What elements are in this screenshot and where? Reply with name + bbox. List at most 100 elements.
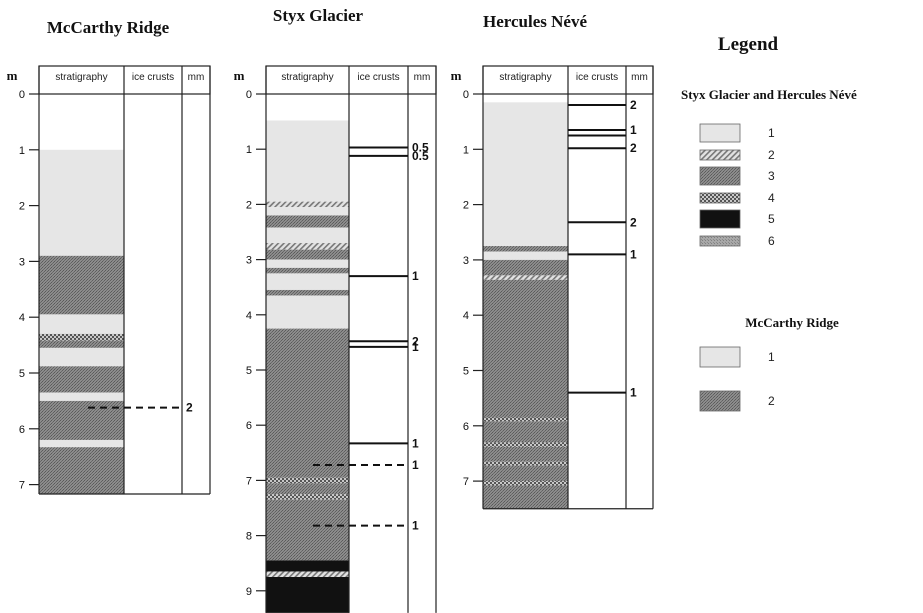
ice-crust-value: 0.5 xyxy=(412,141,429,155)
depth-tick-label: 1 xyxy=(19,145,25,157)
legend-item-label: 3 xyxy=(768,169,775,183)
layer-hatch xyxy=(483,275,568,280)
ice-crust-value: 2 xyxy=(186,401,193,415)
header-mm: mm xyxy=(631,72,648,83)
legend: Legend Styx Glacier and Hercules Névé Mc… xyxy=(681,34,857,412)
ice-crust-value: 1 xyxy=(412,436,419,450)
layer-light xyxy=(39,314,124,334)
legend-item-label: 1 xyxy=(768,126,775,140)
ice-crust-value: 1 xyxy=(630,123,637,137)
depth-tick-label: 6 xyxy=(246,420,252,432)
layer-dark xyxy=(266,483,349,495)
depth-tick-label: 7 xyxy=(19,480,25,492)
layer-light xyxy=(266,227,349,244)
ice-crust-value: 1 xyxy=(630,247,637,261)
depth-tick-label: 4 xyxy=(19,312,25,324)
layer-dark xyxy=(483,485,568,509)
layer-light xyxy=(266,259,349,268)
ice-crust-value: 1 xyxy=(630,386,637,400)
depth-tick-label: 4 xyxy=(463,310,469,322)
legend-swatch-dark xyxy=(699,166,741,186)
depth-tick-label: 0 xyxy=(19,89,25,101)
layer-dark xyxy=(483,259,568,276)
layer-dark xyxy=(266,267,349,274)
header-stratigraphy: stratigraphy xyxy=(281,72,333,83)
depth-tick-label: 7 xyxy=(463,476,469,488)
depth-tick-label: 3 xyxy=(246,255,252,267)
depth-tick-label: 5 xyxy=(463,366,469,378)
depth-tick-label: 0 xyxy=(246,89,252,101)
layer-dark xyxy=(483,446,568,462)
layer-light xyxy=(266,273,349,290)
ice-crust-value: 1 xyxy=(412,458,419,472)
depth-tick-label: 5 xyxy=(19,368,25,380)
header-mm: mm xyxy=(414,72,431,83)
legend-items: 1 2 3 4 5 6 1 2 xyxy=(699,123,775,412)
layer-light xyxy=(266,207,349,216)
depth-tick-label: 6 xyxy=(463,421,469,433)
layer-check xyxy=(39,333,124,341)
layer-light xyxy=(39,149,124,256)
legend-swatch-black xyxy=(699,209,741,229)
layer-dark xyxy=(39,447,124,494)
layer-black xyxy=(266,577,349,613)
legend-swatch-check xyxy=(699,192,741,204)
layer-dark xyxy=(39,340,124,348)
depth-tick-label: 9 xyxy=(246,586,252,598)
layer-check xyxy=(483,461,568,466)
legend-item-label: 1 xyxy=(768,350,775,364)
depth-tick-label: 0 xyxy=(463,89,469,101)
layer-dark xyxy=(483,246,568,252)
legend-swatch-medium xyxy=(699,235,741,247)
profile-title-mccarthy-ridge: McCarthy Ridge xyxy=(47,18,170,37)
legend-swatch-dark xyxy=(699,390,741,412)
depth-tick-label: 8 xyxy=(246,531,252,543)
header-ice-crusts: ice crusts xyxy=(357,72,399,83)
layer-hatch xyxy=(266,201,349,208)
legend-item-label: 2 xyxy=(768,148,775,162)
profiles-group: stratigraphy ice crusts mmm012345672strati… xyxy=(7,65,654,613)
ice-crust-value: 2 xyxy=(630,141,637,155)
layer-dark xyxy=(266,289,349,296)
ice-crust-value: 1 xyxy=(412,519,419,533)
legend-item-label: 6 xyxy=(768,234,775,248)
layer-dark xyxy=(266,328,349,478)
layer-light xyxy=(266,295,349,329)
layer-dark xyxy=(483,465,568,482)
layer-dark xyxy=(266,215,349,228)
header-mm: mm xyxy=(188,72,205,83)
layer-light xyxy=(483,102,568,247)
layer-check xyxy=(483,417,568,422)
layer-light xyxy=(39,439,124,448)
layer-dark xyxy=(39,366,124,393)
legend-swatch-light xyxy=(699,346,741,368)
header-stratigraphy: stratigraphy xyxy=(499,72,551,83)
ice-crust-value: 0.5 xyxy=(412,149,429,163)
depth-tick-label: 3 xyxy=(19,256,25,268)
depth-tick-label: 2 xyxy=(246,199,252,211)
legend-item-label: 4 xyxy=(768,191,775,205)
depth-tick-label: 2 xyxy=(19,201,25,213)
legend-item-label: 5 xyxy=(768,212,775,226)
ice-crust-value: 1 xyxy=(412,269,419,283)
layer-light xyxy=(483,251,568,260)
depth-tick-label: 4 xyxy=(246,310,252,322)
legend-item-label: 2 xyxy=(768,394,775,408)
layer-black xyxy=(266,560,349,572)
header-ice-crusts: ice crusts xyxy=(576,72,618,83)
legend-swatch-light xyxy=(699,123,741,143)
depth-unit-label: m xyxy=(234,68,245,83)
depth-tick-label: 1 xyxy=(246,144,252,156)
ice-crust-value: 2 xyxy=(630,215,637,229)
layer-check xyxy=(266,494,349,500)
legend-group-title-mccarthy: McCarthy Ridge xyxy=(745,315,839,330)
depth-tick-label: 7 xyxy=(246,475,252,487)
layer-light xyxy=(266,120,349,202)
layer-dark xyxy=(266,499,349,561)
layer-dark xyxy=(39,400,124,440)
layer-light xyxy=(39,347,124,367)
ice-crust-value: 2 xyxy=(630,98,637,112)
